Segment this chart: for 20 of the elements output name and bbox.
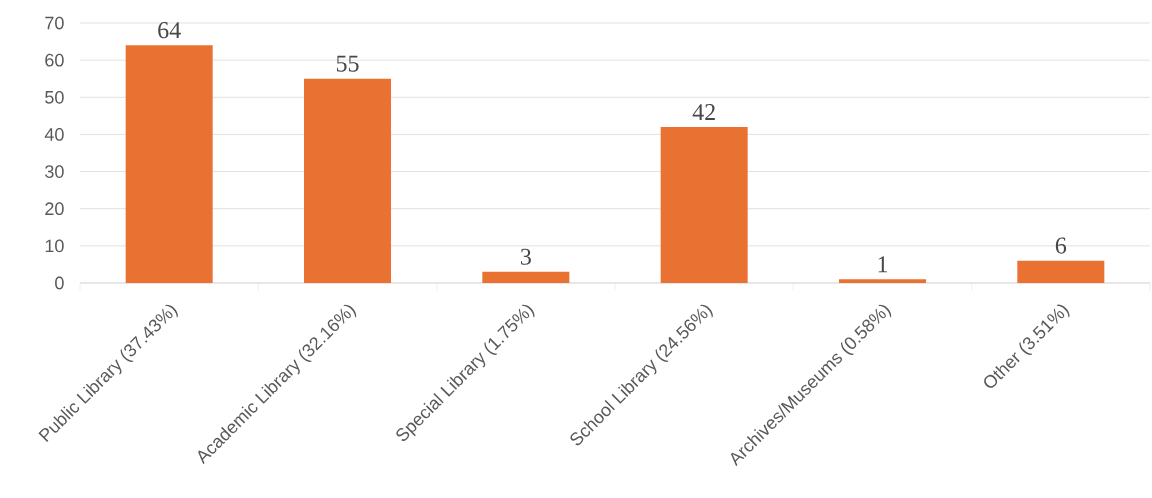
y-tick-label: 0	[55, 276, 64, 290]
data-label: 64	[158, 22, 181, 39]
bar	[838, 279, 926, 283]
y-tick-label: 20	[45, 202, 64, 216]
y-tick-label: 50	[45, 90, 64, 104]
data-label: 55	[336, 55, 359, 72]
data-label: 42	[692, 104, 715, 120]
y-tick-label: 40	[44, 128, 64, 141]
bar	[1017, 260, 1105, 283]
bar	[482, 271, 570, 283]
data-label: 6	[1055, 237, 1067, 254]
data-label: 3	[521, 248, 531, 265]
bar	[304, 78, 391, 283]
y-tick-label: 70	[45, 16, 64, 30]
bar	[660, 127, 748, 283]
data-label: 1	[878, 256, 888, 273]
y-tick-label: 10	[45, 239, 64, 253]
y-tick-label: 60	[45, 53, 64, 67]
y-tick-label: 30	[45, 165, 64, 178]
bar	[125, 45, 213, 283]
